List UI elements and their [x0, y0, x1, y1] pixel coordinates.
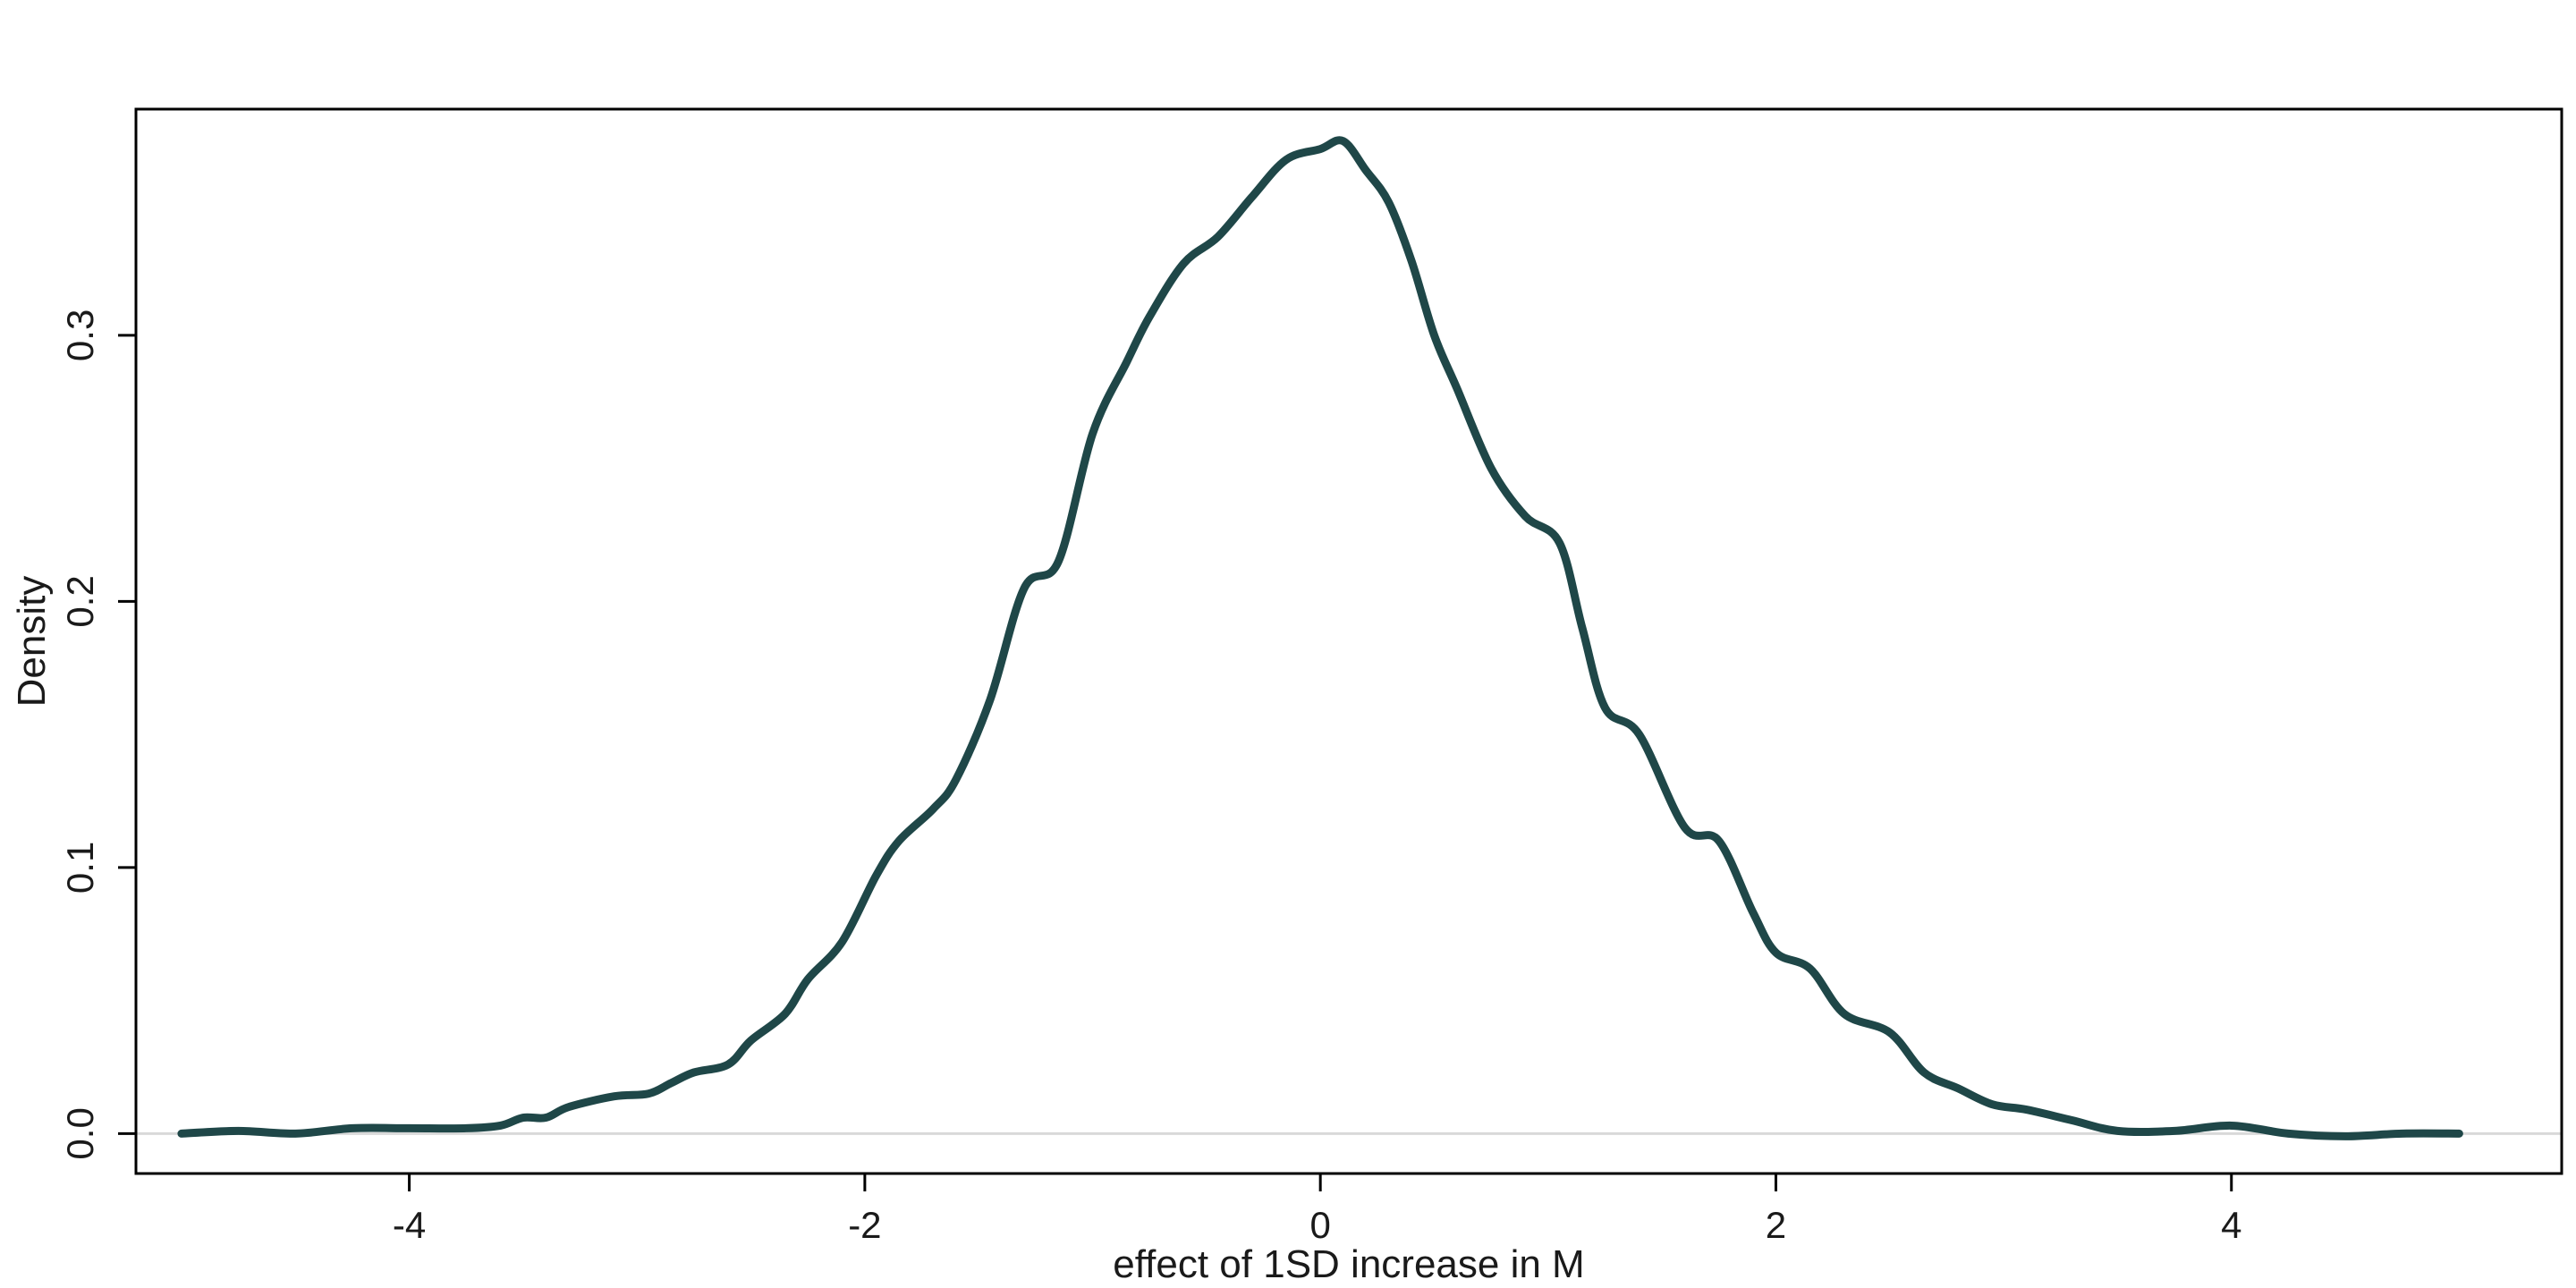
plot-frame [134, 107, 2563, 1175]
x-axis: -4 -2 0 2 4 [393, 1174, 2241, 1246]
y-axis-label: Density [10, 576, 54, 708]
y-tick-label: 0.1 [59, 842, 101, 894]
x-tick-label: -4 [393, 1204, 426, 1246]
x-tick-label: 2 [1766, 1204, 1786, 1246]
x-tick-label: -2 [848, 1204, 881, 1246]
y-tick-label: 0.0 [59, 1107, 101, 1159]
x-tick-label: 0 [1309, 1204, 1330, 1246]
x-axis-label: effect of 1SD increase in M [1113, 1242, 1584, 1286]
y-axis: 0.0 0.1 0.2 0.3 [59, 309, 136, 1160]
y-tick-label: 0.3 [59, 309, 101, 361]
y-tick-label: 0.2 [59, 575, 101, 627]
x-tick-label: 4 [2221, 1204, 2241, 1246]
density-curve [177, 136, 2463, 1140]
